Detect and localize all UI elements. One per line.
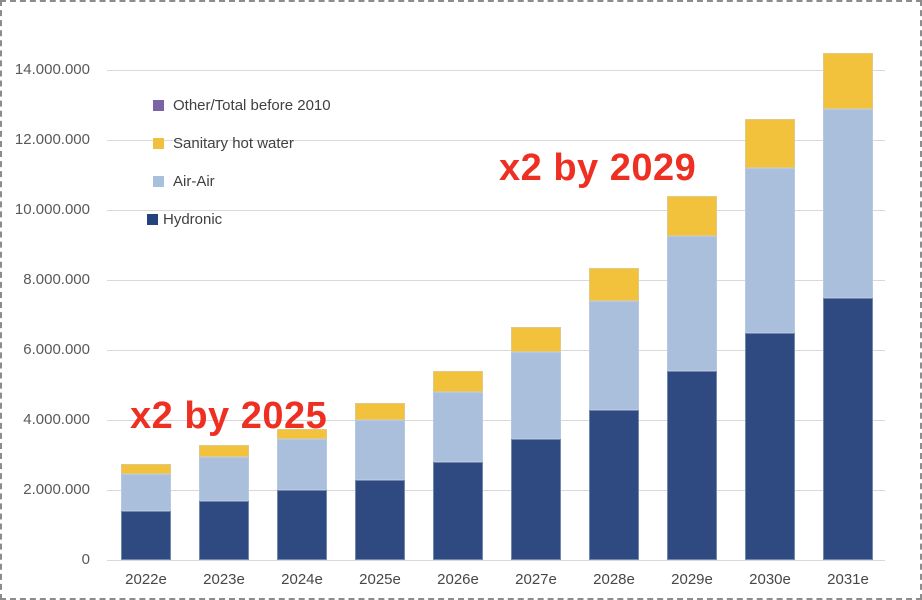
bar-segment-2023e-air-air	[199, 456, 249, 501]
legend-label: Hydronic	[163, 210, 223, 228]
legend: Other/Total before 2010 Sanitary hot wate…	[147, 95, 331, 247]
gridline-14000000	[107, 70, 885, 71]
bar-segment-2025e-sanitary-hot-water	[355, 402, 405, 420]
bar-segment-2029e-air-air	[667, 236, 717, 371]
legend-label: Sanitary hot water	[173, 134, 294, 152]
bar-segment-2028e-air-air	[589, 301, 639, 410]
bar-segment-2026e-hydronic	[433, 462, 483, 560]
gridline-8000000	[107, 280, 885, 281]
bar-segment-2027e-hydronic	[511, 439, 561, 560]
legend-item-other-total-before-2010: Other/Total before 2010	[153, 95, 331, 115]
bar-segment-2030e-air-air	[745, 168, 795, 333]
legend-swatch-other-total-before-2010-icon	[153, 99, 164, 111]
gridline-6000000	[107, 350, 885, 351]
bar-segment-2023e-sanitary-hot-water	[199, 444, 249, 457]
legend-item-sanitary-hot-water: Sanitary hot water	[153, 133, 331, 153]
bar-segment-2024e-sanitary-hot-water	[277, 428, 327, 440]
bar-segment-2028e-hydronic	[589, 409, 639, 560]
y-tick-label: 14.000.000	[14, 61, 90, 78]
y-tick-label: 4.000.000	[23, 411, 90, 428]
bar-segment-2023e-hydronic	[199, 500, 249, 560]
x-tick-label-2025e: 2025e	[359, 571, 401, 588]
gridline-0	[107, 560, 885, 561]
legend-swatch-hydronic-icon	[147, 213, 158, 225]
bar-segment-2031e-air-air	[823, 108, 873, 298]
bar-segment-2029e-hydronic	[667, 371, 717, 560]
bar-segment-2025e-air-air	[355, 420, 405, 480]
gridline-12000000	[107, 140, 885, 141]
x-tick-label-2027e: 2027e	[515, 571, 557, 588]
bar-segment-2031e-sanitary-hot-water	[823, 52, 873, 109]
legend-swatch-air-air-icon	[153, 175, 164, 187]
bar-segment-2022e-air-air	[121, 474, 171, 511]
bar-segment-2026e-air-air	[433, 392, 483, 462]
bar-segment-2026e-sanitary-hot-water	[433, 371, 483, 392]
bar-segment-2028e-sanitary-hot-water	[589, 267, 639, 301]
x-tick-label-2029e: 2029e	[671, 571, 713, 588]
y-tick-label: 2.000.000	[23, 481, 90, 498]
y-tick-label: 8.000.000	[23, 271, 90, 288]
gridline-2000000	[107, 490, 885, 491]
x-tick-label-2023e: 2023e	[203, 571, 245, 588]
x-tick-label-2031e: 2031e	[827, 571, 869, 588]
bar-segment-2030e-sanitary-hot-water	[745, 119, 795, 168]
bar-segment-2031e-hydronic	[823, 297, 873, 560]
y-tick-label: 0	[81, 551, 90, 568]
gridline-10000000	[107, 210, 885, 211]
legend-label: Other/Total before 2010	[173, 96, 331, 114]
x-tick-label-2022e: 2022e	[125, 571, 167, 588]
legend-swatch-sanitary-hot-water-icon	[153, 137, 164, 149]
legend-item-air-air: Air-Air	[153, 171, 331, 191]
annotation-x2-by-2025: x2 by 2025	[130, 395, 328, 437]
x-tick-label-2024e: 2024e	[281, 571, 323, 588]
bar-segment-2025e-hydronic	[355, 479, 405, 560]
legend-item-hydronic: Hydronic	[147, 209, 331, 229]
y-tick-label: 6.000.000	[23, 341, 90, 358]
bar-segment-2022e-hydronic	[121, 511, 171, 560]
x-tick-label-2026e: 2026e	[437, 571, 479, 588]
y-tick-label: 10.000.000	[14, 201, 90, 218]
annotation-x2-by-2029: x2 by 2029	[499, 147, 697, 189]
x-tick-label-2028e: 2028e	[593, 571, 635, 588]
bar-segment-2022e-sanitary-hot-water	[121, 463, 171, 475]
x-tick-label-2030e: 2030e	[749, 571, 791, 588]
bar-segment-2027e-air-air	[511, 351, 561, 440]
bar-segment-2024e-air-air	[277, 439, 327, 490]
bar-segment-2030e-hydronic	[745, 332, 795, 560]
legend-label: Air-Air	[173, 172, 215, 190]
bar-segment-2029e-sanitary-hot-water	[667, 196, 717, 237]
y-tick-label: 12.000.000	[14, 131, 90, 148]
bar-segment-2024e-hydronic	[277, 490, 327, 560]
gridline-4000000	[107, 420, 885, 421]
bar-segment-2027e-sanitary-hot-water	[511, 327, 561, 352]
